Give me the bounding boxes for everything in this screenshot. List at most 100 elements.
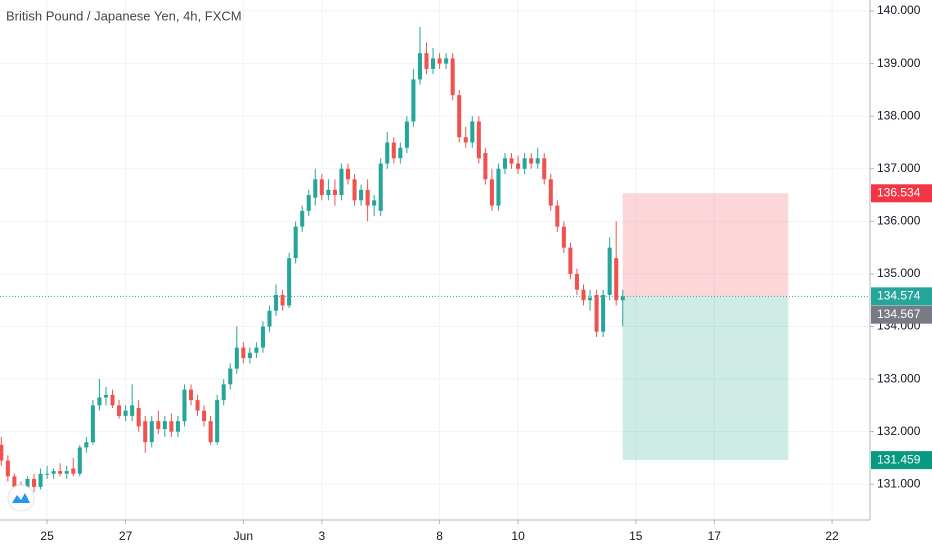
price-tag xyxy=(871,287,932,306)
candle-body xyxy=(581,289,586,301)
x-tick-label: Jun xyxy=(234,529,253,543)
candle-body xyxy=(450,58,455,96)
x-tick-label: 22 xyxy=(825,529,839,543)
candle-body xyxy=(332,189,337,196)
candle-body xyxy=(38,473,43,487)
candle-body xyxy=(502,158,508,169)
candle-body xyxy=(90,405,95,443)
stop-zone xyxy=(622,193,789,297)
candle-body xyxy=(188,389,194,401)
candle-body xyxy=(313,179,318,198)
candle-body xyxy=(162,421,167,430)
candle-body xyxy=(509,158,514,164)
candle-body xyxy=(136,408,141,427)
candle-body xyxy=(319,179,324,196)
candle-body xyxy=(110,394,115,406)
candle-body xyxy=(457,95,462,138)
candle-body xyxy=(195,400,200,411)
logo xyxy=(7,484,35,512)
candle-body xyxy=(483,153,488,180)
y-tick-label: 139.000 xyxy=(877,56,921,70)
x-tick-label: 25 xyxy=(40,529,54,543)
candle-body xyxy=(470,121,475,143)
candles xyxy=(0,26,625,498)
candle-body xyxy=(254,347,259,353)
candle-body xyxy=(143,421,148,443)
candle-body xyxy=(516,163,521,169)
chart-title: British Pound / Japanese Yen, 4h, FXCM xyxy=(6,8,242,23)
candle-body xyxy=(372,200,377,206)
x-tick-label: 27 xyxy=(119,529,133,543)
candle-body xyxy=(489,179,494,206)
candle-body xyxy=(31,478,37,487)
candle-body xyxy=(25,478,30,493)
candle-body xyxy=(149,421,154,443)
candle-body xyxy=(130,405,135,416)
candle-body xyxy=(548,179,553,206)
price-tag xyxy=(871,305,932,324)
candle-body xyxy=(228,368,233,385)
candle-body xyxy=(326,189,331,196)
candle-body xyxy=(568,247,573,274)
candle-body xyxy=(529,158,534,164)
candle-body xyxy=(365,189,370,206)
candle-body xyxy=(444,58,449,64)
candle-body xyxy=(391,142,396,159)
candle-body xyxy=(345,168,351,180)
y-tick-label: 140.000 xyxy=(877,3,921,17)
candle-body xyxy=(156,421,161,430)
candle-body xyxy=(607,247,612,295)
candle-body xyxy=(215,400,220,443)
candle-body xyxy=(84,442,89,448)
candle-body xyxy=(476,121,481,159)
candle-body xyxy=(260,326,265,348)
x-tick-label: 10 xyxy=(511,529,525,543)
candle-body xyxy=(614,258,619,301)
candle-body xyxy=(561,226,566,248)
candle-body xyxy=(274,294,279,311)
candle-body xyxy=(411,79,416,122)
candle-body xyxy=(417,53,422,80)
y-tick-label: 136.000 xyxy=(877,214,921,228)
candle-body xyxy=(496,168,501,206)
y-tick-label: 137.000 xyxy=(877,161,921,175)
x-tick-label: 15 xyxy=(629,529,643,543)
candle-body xyxy=(202,410,207,422)
candle-body xyxy=(522,158,527,169)
candle-body xyxy=(71,468,76,474)
candle-body xyxy=(404,121,409,148)
candle-body xyxy=(555,205,560,227)
candle-body xyxy=(601,294,606,332)
candle-body xyxy=(588,297,593,301)
candle-body xyxy=(385,142,390,164)
candle-body xyxy=(51,471,56,474)
candle-body xyxy=(267,310,272,327)
price-tag-label: 131.459 xyxy=(877,452,921,466)
candle-body xyxy=(117,405,122,416)
candle-body xyxy=(64,471,69,474)
position-zones xyxy=(0,193,870,461)
candle-body xyxy=(378,163,383,211)
candle-body xyxy=(77,447,82,474)
price-tag xyxy=(871,184,932,203)
candle-body xyxy=(123,410,128,416)
candle-body xyxy=(574,273,579,290)
candle-body xyxy=(424,53,429,69)
candle-body xyxy=(594,294,599,332)
axes xyxy=(0,0,874,524)
candle-body xyxy=(169,421,174,432)
candle-body xyxy=(12,476,17,487)
candle-body xyxy=(293,226,298,259)
candle-body xyxy=(280,294,285,306)
candle-body xyxy=(45,473,50,475)
candle-body xyxy=(97,397,102,406)
target-zone xyxy=(622,296,789,461)
candle-body xyxy=(398,147,403,159)
y-tick-label: 133.000 xyxy=(877,371,921,385)
price-tag-label: 136.534 xyxy=(877,185,921,199)
x-tick-label: 8 xyxy=(436,529,443,543)
price-tag xyxy=(871,451,932,470)
candle-body xyxy=(103,394,108,398)
